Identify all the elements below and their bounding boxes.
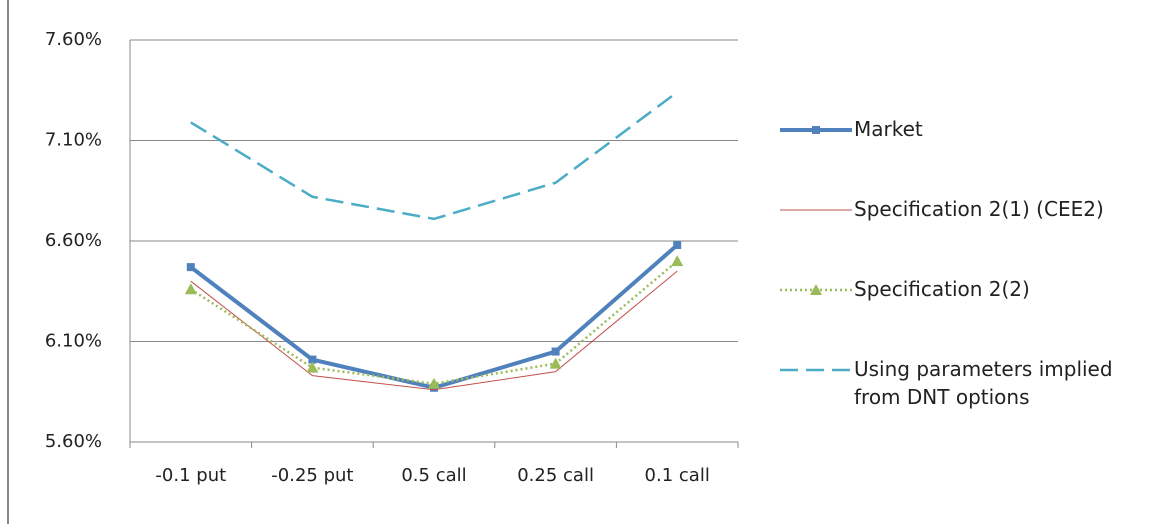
- legend-marker: [812, 126, 820, 134]
- y-tick-label: 5.60%: [45, 431, 102, 452]
- series-line: [190, 260, 679, 385]
- legend-swatch: [780, 126, 852, 134]
- point: [673, 241, 682, 250]
- x-tick-label: -0.25 put: [271, 465, 353, 486]
- legend-swatch: [780, 284, 852, 295]
- x-tick-label: 0.25 call: [517, 465, 594, 486]
- point: [184, 283, 197, 295]
- point: [308, 355, 317, 364]
- y-tick-label: 7.10%: [45, 130, 102, 151]
- point: [306, 361, 319, 373]
- legend: Market Specification 2(1) (CEE2) Specifica…: [780, 112, 1140, 432]
- legend-item: Using parameters implied from DNT option…: [780, 352, 1140, 432]
- series-line: [190, 270, 678, 391]
- series-line: [189, 243, 679, 390]
- point: [671, 255, 684, 267]
- y-tick-label: 6.10%: [45, 331, 102, 352]
- legend-label: Using parameters implied from DNT option…: [854, 357, 1113, 409]
- legend-marker: [810, 284, 822, 295]
- x-tick-label: 0.5 call: [401, 465, 466, 486]
- legend-swatch: [780, 209, 852, 211]
- x-tick-label: 0.1 call: [645, 465, 710, 486]
- point: [551, 347, 560, 356]
- legend-item: Market: [780, 112, 1140, 192]
- legend-item: Specification 2(2): [780, 272, 1140, 352]
- point: [549, 357, 562, 369]
- y-tick-label: 6.60%: [45, 230, 102, 251]
- y-tick-label: 7.60%: [45, 29, 102, 50]
- point: [186, 263, 195, 272]
- legend-label: Market: [854, 117, 923, 141]
- series-line: [190, 91, 678, 221]
- legend-swatch: [780, 368, 852, 372]
- legend-label: Specification 2(2): [854, 277, 1030, 301]
- x-tick-label: -0.1 put: [155, 465, 226, 486]
- legend-item: Specification 2(1) (CEE2): [780, 192, 1140, 272]
- point: [428, 377, 440, 389]
- legend-label: Specification 2(1) (CEE2): [854, 197, 1104, 221]
